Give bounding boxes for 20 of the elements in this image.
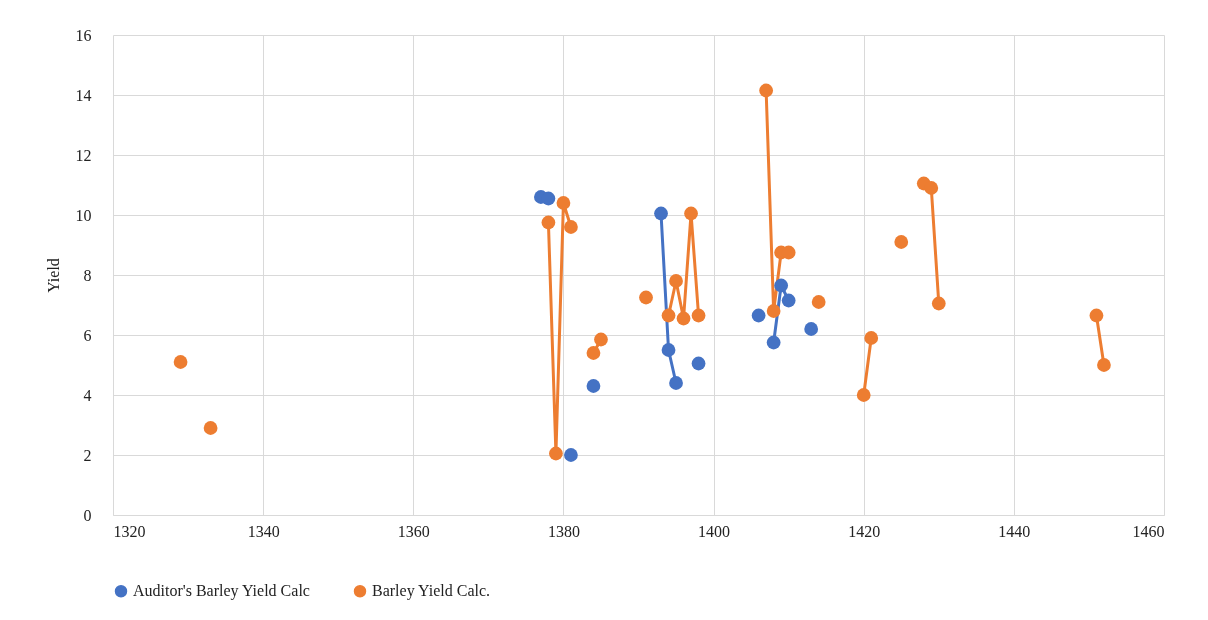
y-tick-label: 2 — [83, 446, 92, 464]
y-tick-label: 16 — [75, 26, 92, 44]
y-tick-label: 6 — [83, 326, 92, 344]
y-axis-title: Yield — [44, 258, 62, 293]
x-tick-label: 1380 — [547, 522, 580, 540]
x-tick-label: 1420 — [848, 522, 881, 540]
x-tick-label: 1440 — [998, 522, 1031, 540]
y-tick-label: 8 — [83, 266, 92, 284]
y-tick-label: 4 — [83, 386, 92, 404]
x-tick-label: 1460 — [1132, 522, 1165, 540]
y-tick-label: 14 — [75, 86, 92, 104]
legend-label: Barley Yield Calc. — [372, 582, 491, 601]
x-tick-label: 1340 — [247, 522, 280, 540]
x-tick-label: 1360 — [397, 522, 430, 540]
legend-label: Auditor's Barley Yield Calc — [133, 582, 310, 601]
x-tick-label: 1400 — [698, 522, 731, 540]
y-tick-label: 0 — [83, 506, 92, 524]
y-tick-label: 12 — [75, 146, 92, 164]
x-tick-label: 1320 — [113, 522, 146, 540]
y-tick-label: 10 — [75, 206, 92, 224]
